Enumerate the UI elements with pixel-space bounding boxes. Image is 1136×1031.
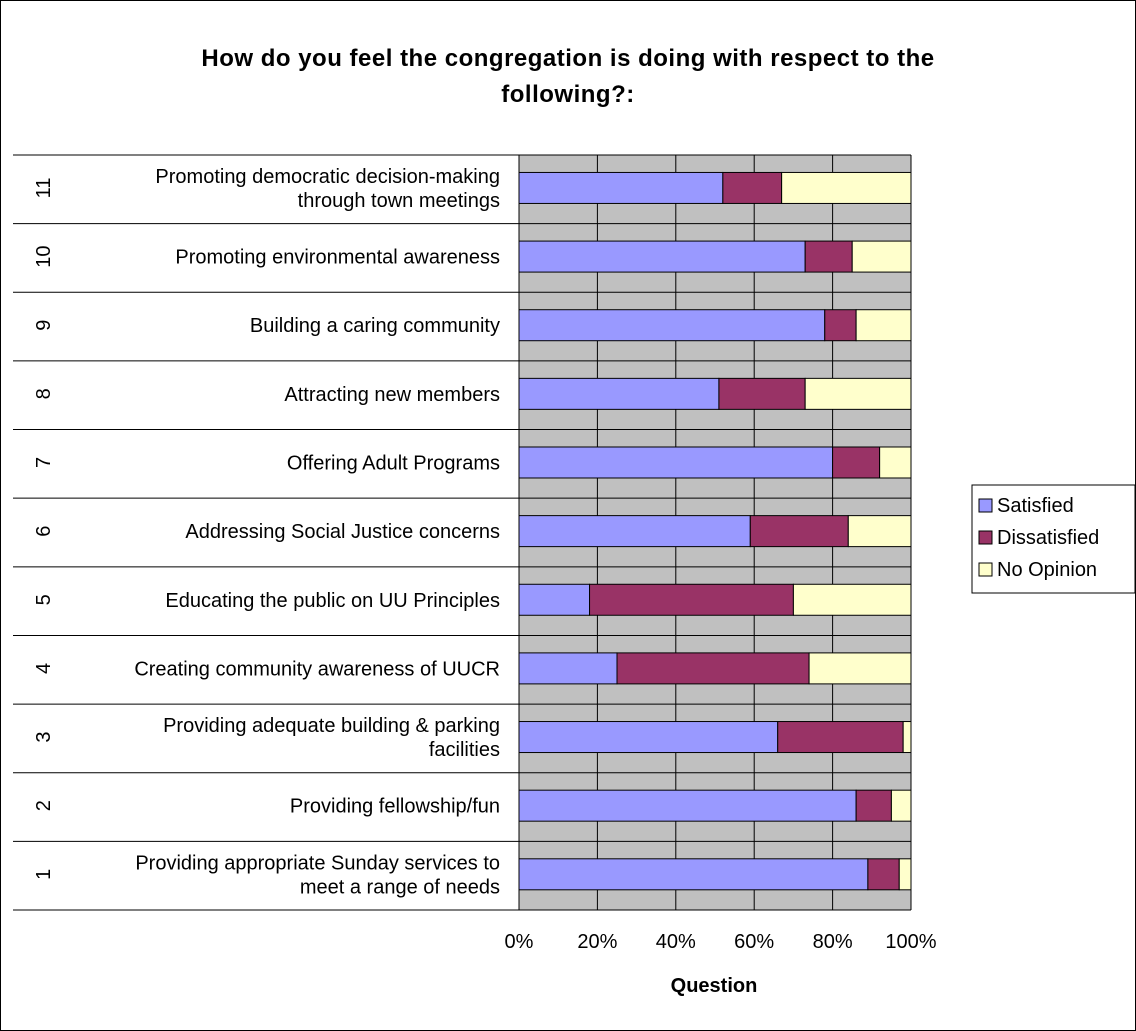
- question-number: 2: [33, 800, 55, 811]
- bar-segment-satisfied: [518, 858, 869, 891]
- bar-segment-satisfied: [518, 171, 724, 204]
- bar-segment-satisfied: [518, 446, 834, 479]
- bar-segment-dissatisfied: [722, 171, 783, 204]
- x-tick-label: 0%: [505, 931, 534, 953]
- bar-segment-satisfied: [518, 652, 618, 685]
- chart-title-line: How do you feel the congregation is doin…: [201, 45, 934, 72]
- category-label-line: Offering Adult Programs: [287, 452, 500, 474]
- category-label-line: through town meetings: [298, 190, 500, 212]
- bar-segment-dissatisfied: [832, 446, 881, 479]
- bar-segment-no-opinion: [851, 240, 912, 273]
- bar-segment-dissatisfied: [824, 309, 857, 342]
- category-label-line: Building a caring community: [250, 315, 500, 337]
- category-label-line: Addressing Social Justice concerns: [185, 521, 500, 543]
- legend-label: Satisfied: [997, 495, 1074, 517]
- bar-segment-dissatisfied: [589, 583, 794, 616]
- question-number: 6: [33, 526, 55, 537]
- bar-segment-dissatisfied: [867, 858, 900, 891]
- bar-segment-satisfied: [518, 789, 857, 822]
- bar-segment-no-opinion: [898, 858, 912, 891]
- x-tick-label: 80%: [813, 931, 853, 953]
- bar-segment-no-opinion: [902, 721, 912, 754]
- category-label-line: Creating community awareness of UUCR: [134, 658, 500, 680]
- bar-segment-satisfied: [518, 721, 779, 754]
- bar-segment-satisfied: [518, 309, 826, 342]
- legend-swatch: [978, 498, 993, 513]
- bar-segment-no-opinion: [855, 309, 912, 342]
- bar-segment-no-opinion: [847, 515, 912, 548]
- legend-label: No Opinion: [997, 559, 1097, 581]
- category-label-line: Providing appropriate Sunday services to: [135, 852, 500, 874]
- category-label-line: Promoting environmental awareness: [175, 247, 500, 269]
- category-label-line: Attracting new members: [284, 384, 500, 406]
- bar-segment-no-opinion: [792, 583, 912, 616]
- question-number: 7: [33, 457, 55, 468]
- bar-segment-dissatisfied: [855, 789, 892, 822]
- bar-segment-dissatisfied: [749, 515, 849, 548]
- category-label-line: facilities: [429, 739, 500, 761]
- x-tick-label: 40%: [656, 931, 696, 953]
- question-number: 9: [33, 320, 55, 331]
- bar-segment-satisfied: [518, 515, 751, 548]
- bar-segment-no-opinion: [781, 171, 912, 204]
- bar-segment-satisfied: [518, 240, 806, 273]
- question-number: 11: [33, 178, 55, 199]
- bar-segment-no-opinion: [804, 377, 912, 410]
- bar-segment-no-opinion: [808, 652, 912, 685]
- x-tick-label: 60%: [734, 931, 774, 953]
- chart-title-line: following?:: [501, 81, 634, 108]
- bar-segment-satisfied: [518, 377, 720, 410]
- bar-segment-no-opinion: [890, 789, 912, 822]
- question-number: 10: [33, 245, 55, 267]
- bar-segment-no-opinion: [879, 446, 912, 479]
- legend-label: Dissatisfied: [997, 527, 1099, 549]
- category-label-line: Educating the public on UU Principles: [165, 590, 500, 612]
- question-number: 3: [33, 731, 55, 742]
- bar-segment-dissatisfied: [777, 721, 904, 754]
- legend-box: [971, 484, 1136, 594]
- question-number: 1: [33, 869, 55, 880]
- bar-segment-satisfied: [518, 583, 591, 616]
- question-number: 4: [33, 663, 55, 674]
- x-tick-label: 20%: [577, 931, 617, 953]
- x-axis-title: Question: [671, 975, 758, 997]
- question-number: 8: [33, 388, 55, 399]
- legend-swatch: [978, 562, 993, 577]
- bar-segment-dissatisfied: [718, 377, 806, 410]
- category-label-line: Promoting democratic decision-making: [155, 166, 500, 188]
- legend-swatch: [978, 530, 993, 545]
- x-tick-label: 100%: [885, 931, 936, 953]
- bar-segment-dissatisfied: [616, 652, 810, 685]
- bar-segment-dissatisfied: [804, 240, 853, 273]
- category-label-line: Providing adequate building & parking: [163, 715, 500, 737]
- category-label-line: Providing fellowship/fun: [290, 796, 500, 818]
- category-label-line: meet a range of needs: [300, 876, 500, 898]
- question-number: 5: [33, 594, 55, 605]
